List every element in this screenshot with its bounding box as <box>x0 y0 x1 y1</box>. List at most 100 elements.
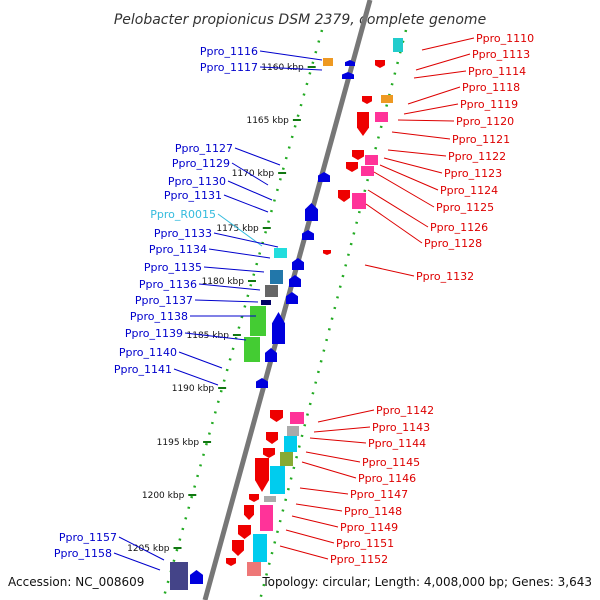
gene-block <box>270 270 283 284</box>
gene-label-left: Ppro_1140 <box>119 346 177 359</box>
label-leader-line <box>231 162 269 186</box>
label-leader-line <box>234 147 281 166</box>
label-leader-line <box>217 213 263 247</box>
gene-block <box>274 248 287 258</box>
label-leader-line <box>403 103 459 115</box>
label-leader-line <box>279 545 329 560</box>
label-leader-line <box>379 164 439 191</box>
gene-block <box>323 58 333 66</box>
label-leader-line <box>413 70 467 79</box>
label-leader-line <box>173 368 219 386</box>
label-leader-line <box>227 180 273 201</box>
gene-label-right: Ppro_1149 <box>340 521 398 534</box>
reverse-gene-arrow <box>266 432 278 444</box>
forward-gene-arrow <box>292 258 304 270</box>
label-leader-line <box>208 248 271 259</box>
reverse-gene-arrow <box>238 525 251 539</box>
gene-block <box>265 285 278 297</box>
label-leader-line <box>397 119 455 122</box>
gene-label-left: Ppro_1141 <box>114 363 172 376</box>
reverse-gene-arrow <box>362 96 372 104</box>
reverse-gene-arrow <box>323 250 331 255</box>
forward-gene-arrow <box>289 275 301 287</box>
reverse-gene-arrow <box>375 60 385 68</box>
reverse-gene-arrow <box>346 162 358 172</box>
gene-label-right: Ppro_1110 <box>476 32 534 45</box>
forward-gene-arrow <box>345 60 355 66</box>
reverse-gene-arrow <box>357 112 369 136</box>
forward-gene-arrow <box>305 203 318 221</box>
label-leader-line <box>259 50 323 61</box>
gene-block <box>247 562 261 576</box>
gene-label-left: Ppro_1130 <box>168 175 226 188</box>
gene-label-right: Ppro_1123 <box>444 167 502 180</box>
gene-label-right: Ppro_1121 <box>452 133 510 146</box>
gene-block <box>250 306 266 336</box>
kbp-tick-label: 1205 kbp <box>127 544 170 554</box>
label-leader-line <box>365 203 423 244</box>
label-leader-line <box>203 266 265 273</box>
gene-label-right: Ppro_1151 <box>336 537 394 550</box>
gene-block <box>260 505 273 531</box>
forward-gene-arrow <box>272 312 285 344</box>
label-leader-line <box>285 529 335 544</box>
label-leader-line <box>317 409 375 423</box>
gene-label-right: Ppro_1119 <box>460 98 518 111</box>
gene-block <box>170 562 188 590</box>
gene-label-right: Ppro_1147 <box>350 488 408 501</box>
gene-block <box>381 95 393 103</box>
label-leader-line <box>213 232 279 248</box>
gene-label-right: Ppro_1120 <box>456 115 514 128</box>
forward-gene-arrow <box>265 348 277 362</box>
gene-label-left: Ppro_1127 <box>175 142 233 155</box>
reverse-gene-arrow <box>255 458 269 492</box>
gene-label-right: Ppro_1113 <box>472 48 530 61</box>
forward-gene-arrow <box>318 172 330 182</box>
forward-gene-arrow <box>286 292 298 304</box>
reverse-gene-arrow <box>249 494 259 502</box>
gene-label-left: Ppro_1136 <box>139 278 197 291</box>
gene-block <box>375 112 388 122</box>
reverse-gene-arrow <box>338 190 350 202</box>
label-leader-line <box>113 552 161 571</box>
label-leader-line <box>415 53 471 71</box>
gene-label-left: Ppro_1135 <box>144 261 202 274</box>
gene-label-right: Ppro_1152 <box>330 553 388 566</box>
gene-block <box>393 38 403 52</box>
label-leader-line <box>373 171 435 208</box>
map-title: Pelobacter propionicus DSM 2379, complet… <box>114 12 486 28</box>
gene-label-left: Ppro_1137 <box>135 294 193 307</box>
label-leader-line <box>223 194 269 213</box>
reverse-gene-arrow <box>244 505 254 520</box>
gene-label-left: Ppro_1134 <box>149 243 207 256</box>
gene-label-right: Ppro_1144 <box>368 437 426 450</box>
label-leader-line <box>184 332 247 341</box>
gene-label-right: Ppro_1118 <box>462 81 520 94</box>
label-leader-line <box>305 451 361 463</box>
kbp-tick-label: 1165 kbp <box>246 116 289 126</box>
gene-label-left: Ppro_1131 <box>164 189 222 202</box>
label-leader-line <box>309 437 367 444</box>
reverse-gene-arrow <box>352 150 364 160</box>
gene-block <box>253 534 267 562</box>
gene-label-left: Ppro_1117 <box>200 61 258 74</box>
gene-label-left: Ppro_1133 <box>154 227 212 240</box>
gene-label-right: Ppro_1114 <box>468 65 526 78</box>
gene-features <box>170 38 403 590</box>
gene-label-left: Ppro_1139 <box>125 327 183 340</box>
gene-labels: Ppro_1116 Ppro_1117 Ppro_1127 Ppro_1129 Ppro… <box>54 32 534 571</box>
kbp-tick-label: 1180 kbp <box>202 277 245 287</box>
kbp-tick-label: 1190 kbp <box>172 384 215 394</box>
gene-label-right: Ppro_1125 <box>436 201 494 214</box>
gene-label-left: Ppro_R0015 <box>150 208 216 221</box>
label-leader-line <box>313 426 371 433</box>
gene-label-left: Ppro_1116 <box>200 45 258 58</box>
gene-block <box>270 466 285 494</box>
gene-label-left: Ppro_1158 <box>54 547 112 560</box>
label-leader-line <box>407 86 461 105</box>
gene-block <box>244 337 260 362</box>
accession-text: Accession: NC_008609 <box>8 575 144 589</box>
label-leader-line <box>301 461 357 479</box>
label-leader-line <box>364 264 415 277</box>
